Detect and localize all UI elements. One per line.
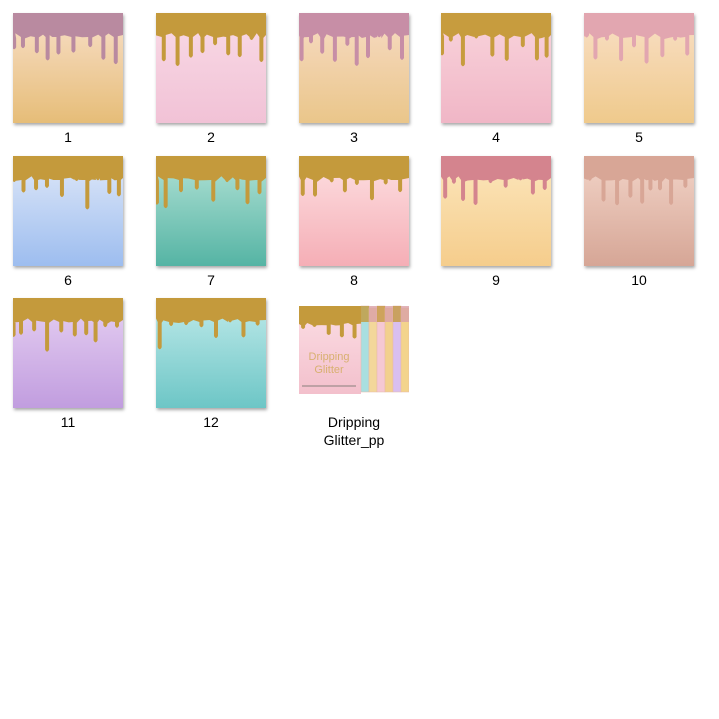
- file-name: 7: [207, 272, 215, 288]
- file-name: 11: [60, 414, 76, 430]
- file-name: 10: [631, 272, 647, 288]
- file-thumbnail: [156, 13, 266, 123]
- file-thumbnail: [13, 13, 123, 123]
- file-thumbnail: [441, 13, 551, 123]
- file-name: 2: [207, 129, 215, 145]
- file-thumbnail: [299, 13, 409, 123]
- file-name: 1: [64, 129, 72, 145]
- file-item[interactable]: 6: [3, 156, 133, 289]
- file-name: 12: [203, 414, 219, 430]
- file-item[interactable]: 2: [146, 13, 276, 146]
- file-thumbnail: [441, 156, 551, 266]
- file-item[interactable]: 5: [574, 13, 704, 146]
- file-thumbnail: [156, 156, 266, 266]
- file-thumbnail: [13, 298, 123, 408]
- file-name: 6: [64, 272, 72, 288]
- file-name: 3: [350, 129, 358, 145]
- file-name: Dripping Glitter_pp: [323, 414, 385, 448]
- file-item[interactable]: 3: [289, 13, 419, 146]
- file-item[interactable]: 9: [431, 156, 561, 289]
- file-thumbnail: [584, 156, 694, 266]
- svg-text:Dripping: Dripping: [309, 351, 350, 363]
- file-item[interactable]: 1: [3, 13, 133, 146]
- file-item[interactable]: 8: [289, 156, 419, 289]
- file-thumbnail: [584, 13, 694, 123]
- file-item[interactable]: 4: [431, 13, 561, 146]
- file-thumbnail: [299, 156, 409, 266]
- file-name: 9: [492, 272, 500, 288]
- file-item[interactable]: 10: [574, 156, 704, 289]
- file-name: 4: [492, 129, 500, 145]
- file-item[interactable]: 12: [146, 298, 276, 431]
- file-item[interactable]: Dripping Glitter Dripping Glitter_pp: [289, 298, 419, 449]
- file-thumbnail: [156, 298, 266, 408]
- file-name: 8: [350, 272, 358, 288]
- svg-text:Glitter: Glitter: [314, 364, 344, 376]
- file-item[interactable]: 7: [146, 156, 276, 289]
- file-name: 5: [635, 129, 643, 145]
- file-thumbnail: [13, 156, 123, 266]
- file-item[interactable]: 11: [3, 298, 133, 431]
- file-thumbnail: Dripping Glitter: [299, 298, 409, 408]
